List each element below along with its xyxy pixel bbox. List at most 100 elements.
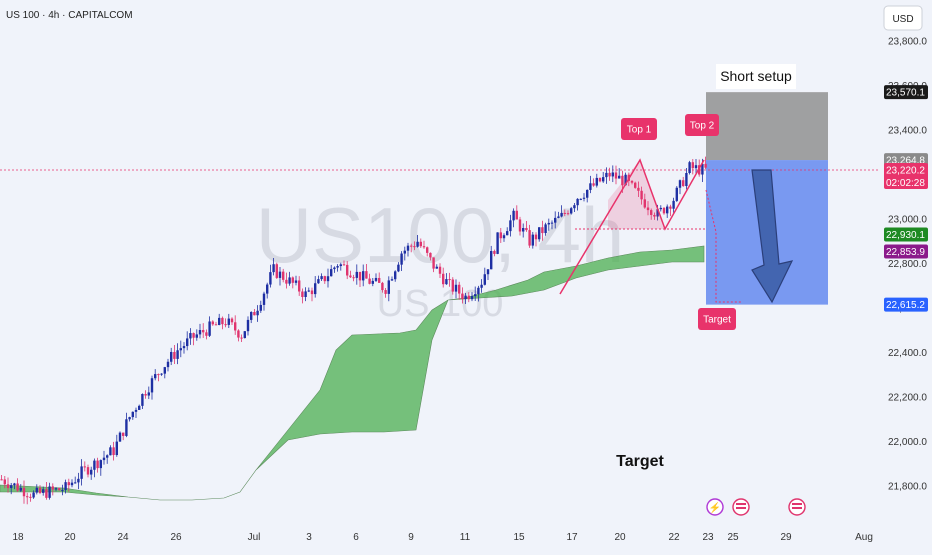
x-tick-label: 24 [117,532,129,543]
x-tick-label: 20 [64,532,76,543]
price-tag-bg [884,227,928,242]
candle-body [522,228,525,232]
price-tag-bg [884,297,928,312]
candle-body [573,205,576,209]
candle-body [333,267,336,270]
stop-loss-zone [706,92,828,161]
top1-label-bg [621,118,657,140]
price-tag: 22,930.1 [886,230,925,241]
double-top-pattern [559,158,705,295]
flag-stripe [792,503,802,505]
candle-body [541,227,544,234]
candle-body [77,478,80,483]
candle-body [595,177,598,186]
candle-body [611,172,614,177]
candle-body [614,172,618,179]
candle-body [362,271,365,281]
price-tag: 23,264.8 [886,156,925,167]
candle-body [86,467,90,475]
candle-body [368,278,371,284]
target-annotation: Target [616,453,664,470]
candle-body [435,266,438,269]
candle-body [486,269,490,275]
candle-body [531,234,534,246]
lightning-event-icon [706,498,724,516]
flag-stripe [736,507,746,509]
candle-body [381,282,384,291]
candle-body [173,351,176,359]
candle-body [483,274,486,285]
x-tick-label: 22 [668,532,680,543]
candle-body [131,411,134,418]
candle-body [134,409,138,412]
candle-body [122,432,125,436]
candle-body [701,163,704,175]
candle-body [291,277,294,283]
candle-body [355,271,358,278]
candle-body [662,207,666,214]
currency-button [883,5,923,31]
candle-body [515,210,518,220]
candle-body [269,272,272,285]
candle-body [416,241,419,247]
candle-body [96,460,99,469]
price-tag: 23,570.1 [886,88,925,99]
candle-body [182,346,186,349]
candle-body [240,337,243,339]
candle-body [214,324,218,326]
candle-body [42,489,45,493]
candle-body [150,378,154,393]
candle-body [339,264,342,267]
candle-body [19,487,22,491]
candle-body [454,284,458,292]
candle-body [106,455,109,458]
candle-body [32,492,35,498]
candle-body [48,486,51,498]
candle-body [650,210,653,215]
candle-body [691,162,694,169]
top1-label: Top 1 [627,125,652,136]
candle-body [118,432,122,442]
candle-body [659,207,662,210]
y-tick-label: 22,000.0 [888,437,927,448]
candle-body [141,394,144,406]
target-label: Target [703,315,731,326]
candle-body [38,487,42,493]
candle-body [403,250,406,254]
candle-body [512,210,515,221]
candle-body [502,235,506,239]
candle-body [234,322,237,331]
symbol-title: US 100 · 4h · CAPITALCOM [6,10,133,21]
candle-body [157,374,160,376]
candle-body [99,460,102,469]
candle-body [451,279,454,292]
candle-body [560,212,563,217]
candle-body [365,271,368,279]
candle-body [237,330,240,338]
candle-body [371,280,374,284]
candle-body [128,417,131,420]
candle-body [685,172,688,187]
candle-body [474,294,477,297]
candle-body [554,217,557,223]
y-tick-label: 23,400.0 [888,126,927,137]
candle-body [125,419,128,436]
candle-body [477,287,480,295]
candle-body [432,257,435,269]
candle-body [250,312,253,320]
candle-body [349,275,352,278]
candle-body [224,324,227,326]
candle-body [26,496,29,498]
candle-body [317,279,320,284]
candle-body [499,232,502,239]
candle-body [160,373,163,375]
candle-body [346,264,349,276]
candle-body [630,180,634,183]
currency-label: USD [892,14,913,25]
candle-body [640,190,643,200]
candle-body [93,460,96,470]
candle-body [506,231,509,236]
candle-body [64,482,67,491]
